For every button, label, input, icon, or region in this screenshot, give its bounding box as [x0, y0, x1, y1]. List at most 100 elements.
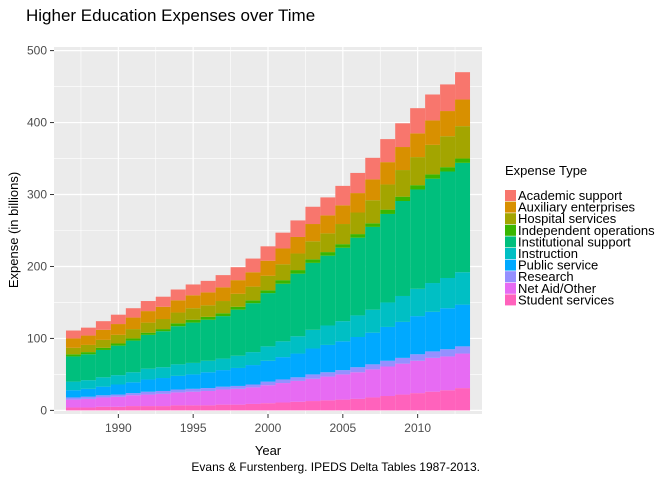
y-axis-title: Expense (in billions) [6, 172, 21, 288]
bar-segment [140, 406, 156, 411]
bar-segment [380, 396, 396, 411]
bar-segment [80, 335, 96, 345]
bar-segment [425, 144, 441, 175]
bar-segment [290, 336, 306, 354]
bar-segment [215, 386, 231, 390]
bar-segment [260, 403, 276, 411]
bar-segment [395, 295, 411, 322]
bar-segment [335, 205, 351, 225]
bar-segment [245, 258, 261, 273]
bar-segment [365, 179, 381, 201]
bar-segment [230, 355, 246, 368]
bar-segment [95, 395, 111, 398]
bar-segment [215, 370, 231, 387]
bar-segment [410, 189, 426, 289]
bar-segment [140, 368, 156, 380]
bar-segment [125, 393, 141, 396]
bar-segment [440, 167, 456, 172]
bar-segment [440, 84, 456, 112]
bar-segment [275, 402, 291, 411]
bar-segment [305, 259, 321, 263]
bar-segment [65, 347, 81, 355]
bar-segment [260, 290, 276, 294]
bar-segment [95, 406, 111, 411]
bar-segment [410, 185, 426, 190]
stacked-bars [65, 72, 471, 411]
bar-segment [335, 244, 351, 248]
bar-segment [140, 391, 156, 395]
bar-segment [275, 283, 291, 342]
bar-segment [305, 262, 321, 330]
legend-key [505, 213, 516, 225]
bar-segment [125, 382, 141, 394]
bar-segment [65, 356, 81, 382]
bar-segment [395, 394, 411, 411]
bar-segment [365, 364, 381, 370]
bar-segment [440, 308, 456, 350]
bar-segment [110, 396, 126, 407]
bar-segment [185, 388, 201, 392]
legend-label: Research [518, 269, 574, 284]
bar-segment [230, 388, 246, 405]
bar-segment [365, 397, 381, 411]
bar-segment [200, 372, 216, 389]
bar-segment [110, 384, 126, 395]
bar-segment [95, 339, 111, 348]
bar-segment [260, 246, 276, 261]
legend-label: Hospital services [518, 211, 617, 226]
bar-segment [185, 374, 201, 389]
bar-segment [425, 351, 441, 358]
bar-segment [80, 407, 96, 411]
bar-segment [125, 406, 141, 411]
bar-segment [245, 300, 261, 304]
bar-segment [290, 220, 306, 237]
x-tick-label: 2000 [255, 421, 282, 435]
bar-segment [260, 293, 276, 347]
bar-segment [455, 346, 471, 354]
bar-segment [380, 366, 396, 397]
bar-segment [305, 348, 321, 375]
bar-segment [350, 337, 366, 368]
bar-segment [395, 357, 411, 364]
bar-segment [260, 360, 276, 382]
bar-segment [155, 390, 171, 394]
bar-segment [95, 349, 111, 378]
bar-segment [380, 162, 396, 185]
bar-segment [440, 277, 456, 309]
bar-segment [395, 196, 411, 201]
bar-segment [95, 377, 111, 387]
bar-segment [125, 395, 141, 407]
chart-title: Higher Education Expenses over Time [26, 6, 315, 25]
bar-segment [455, 72, 471, 100]
bar-segment [230, 309, 246, 356]
bar-segment [335, 224, 351, 245]
bar-segment [350, 193, 366, 213]
bar-segment [410, 393, 426, 411]
bar-segment [275, 379, 291, 384]
bar-segment [200, 388, 216, 391]
bar-segment [170, 375, 186, 390]
legend-key [505, 294, 516, 306]
bar-segment [380, 326, 396, 361]
bar-segment [380, 302, 396, 327]
bar-segment [170, 323, 186, 327]
bar-segment [425, 357, 441, 392]
bar-segment [350, 237, 366, 316]
bar-segment [455, 162, 471, 273]
bar-segment [305, 206, 321, 225]
bar-segment [245, 272, 261, 287]
bar-segment [350, 315, 366, 338]
bar-segment [140, 332, 156, 335]
bar-segment [275, 264, 291, 281]
bar-segment [425, 311, 441, 352]
bar-segment [125, 340, 141, 373]
bar-segment [350, 372, 366, 399]
bar-segment [260, 381, 276, 386]
bar-segment [320, 252, 336, 256]
x-axis: 1990 1995 2000 2005 2010 [105, 414, 431, 435]
bar-segment [380, 360, 396, 367]
bar-segment [425, 283, 441, 312]
bar-segment [395, 147, 411, 171]
bar-segment [110, 375, 126, 385]
bar-segment [245, 286, 261, 301]
